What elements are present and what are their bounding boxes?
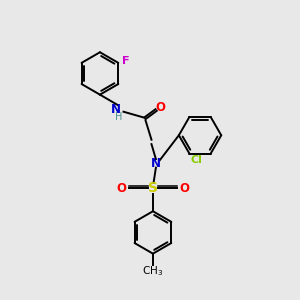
Text: N: N [110, 103, 121, 116]
Text: O: O [155, 101, 165, 114]
Text: N: N [151, 157, 161, 170]
Text: Cl: Cl [191, 155, 203, 165]
Text: O: O [116, 182, 126, 195]
Text: CH$_3$: CH$_3$ [142, 264, 164, 278]
Text: H: H [116, 112, 123, 122]
Text: S: S [148, 181, 158, 195]
Text: F: F [122, 56, 129, 66]
Text: O: O [179, 182, 190, 195]
